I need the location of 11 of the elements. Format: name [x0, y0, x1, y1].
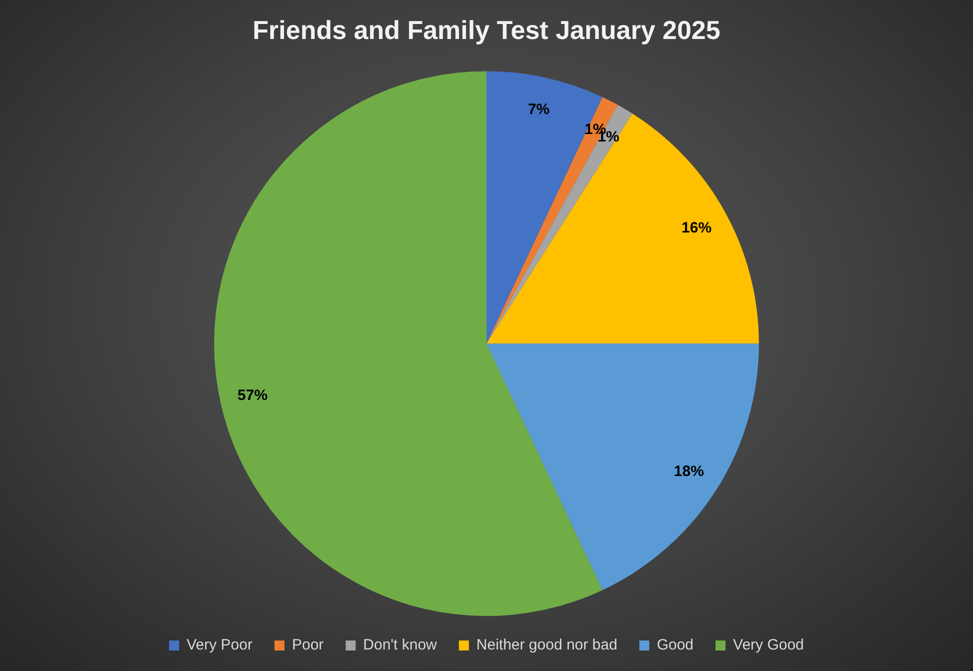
legend-label: Don't know	[363, 636, 438, 654]
data-label: 16%	[682, 219, 712, 236]
legend-label: Very Poor	[186, 636, 252, 654]
chart-title: Friends and Family Test January 2025	[252, 14, 720, 45]
data-label: 57%	[238, 387, 268, 404]
legend-label: Very Good	[733, 636, 804, 654]
data-label: 7%	[528, 100, 550, 118]
legend-label: Neither good nor bad	[476, 636, 618, 654]
legend-label: Good	[656, 636, 694, 654]
legend-label: Poor	[292, 636, 324, 654]
data-label: 18%	[674, 463, 704, 480]
